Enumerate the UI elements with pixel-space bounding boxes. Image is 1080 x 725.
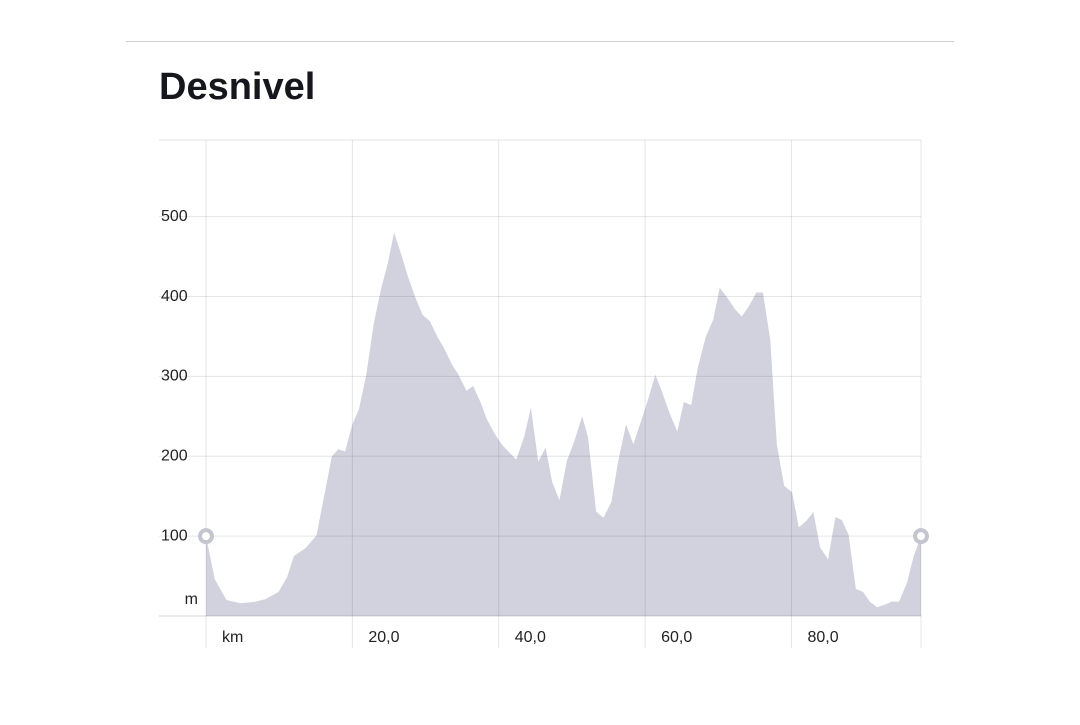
- y-unit-label: m: [185, 591, 198, 608]
- y-tick-label: 100: [161, 527, 188, 544]
- y-tick-label: 400: [161, 288, 188, 305]
- endpoint-marker: [913, 528, 929, 545]
- y-tick-label: 300: [161, 368, 188, 385]
- x-unit-label: km: [222, 629, 243, 646]
- y-tick-label: 200: [161, 447, 188, 464]
- x-tick-label: 40,0: [515, 629, 546, 646]
- endpoint-marker: [198, 528, 214, 545]
- y-tick-label: 500: [161, 208, 188, 225]
- chart: 100 200 300 400 500 20,0 40,0 60,0 80,0 km m: [159, 139, 929, 648]
- x-tick-label: 80,0: [807, 629, 838, 646]
- x-tick-label: 60,0: [661, 629, 692, 646]
- panel-title: Desnivel: [159, 66, 315, 108]
- x-tick-label: 20,0: [368, 629, 399, 646]
- elevation-area: [206, 232, 921, 617]
